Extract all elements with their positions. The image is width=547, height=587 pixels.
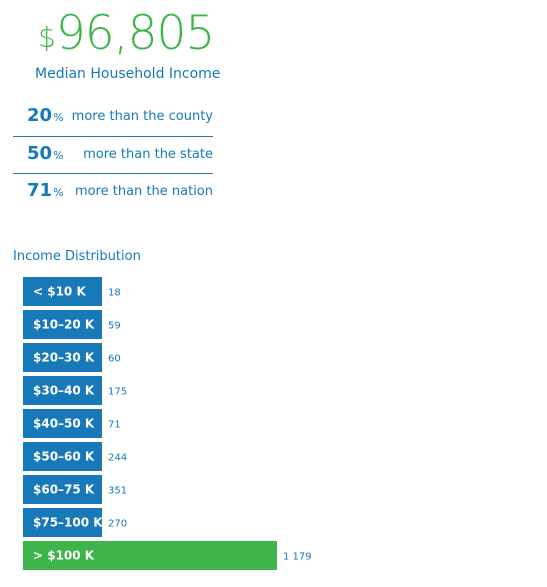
income-bar — [23, 376, 102, 405]
comparison-state: 50% more than the state — [13, 136, 213, 173]
comparison-text: more than the nation — [74, 184, 213, 199]
bar-category-label: > $100 K — [33, 549, 95, 563]
comparison-nation: 71% more than the nation — [13, 173, 213, 210]
income-bar — [23, 310, 102, 339]
comparison-text: more than the county — [71, 109, 213, 124]
currency-symbol: $ — [38, 21, 56, 54]
income-bar — [23, 343, 102, 372]
income-bar — [23, 277, 102, 306]
median-income-number: 96,805 — [55, 6, 215, 61]
bar-value-label: 351 — [108, 486, 127, 497]
bar-value-label: 59 — [108, 321, 121, 332]
bar-category-label: $20–30 K — [33, 351, 95, 365]
median-income-value: $96,805 — [38, 6, 215, 61]
bar-category-label: $75–100 K — [33, 516, 103, 530]
comparison-text: more than the state — [83, 147, 213, 162]
chart-title: Income Distribution — [13, 249, 141, 264]
bar-value-label: 18 — [108, 288, 121, 299]
bar-category-label: $30–40 K — [33, 384, 95, 398]
bar-value-label: 175 — [108, 387, 127, 398]
comparison-percent: 71% — [27, 180, 64, 201]
bar-value-label: 244 — [108, 453, 127, 464]
bar-value-label: 270 — [108, 519, 127, 530]
median-income-label: Median Household Income — [35, 66, 221, 82]
comparison-county: 20% more than the county — [13, 99, 213, 135]
bar-category-label: $50–60 K — [33, 450, 95, 464]
comparison-percent: 50% — [27, 143, 64, 164]
bar-category-label: < $10 K — [33, 285, 86, 299]
bar-value-label: 1 179 — [283, 552, 312, 563]
income-bar — [23, 541, 277, 570]
income-bar — [23, 409, 102, 438]
bar-category-label: $60–75 K — [33, 483, 95, 497]
bar-category-label: $10–20 K — [33, 318, 95, 332]
income-bar — [23, 508, 102, 537]
income-bar — [23, 442, 102, 471]
comparison-percent: 20% — [27, 105, 64, 126]
bar-category-label: $40–50 K — [33, 417, 95, 431]
bar-value-label: 71 — [108, 420, 121, 431]
bar-value-label: 60 — [108, 354, 121, 365]
income-bar — [23, 475, 102, 504]
